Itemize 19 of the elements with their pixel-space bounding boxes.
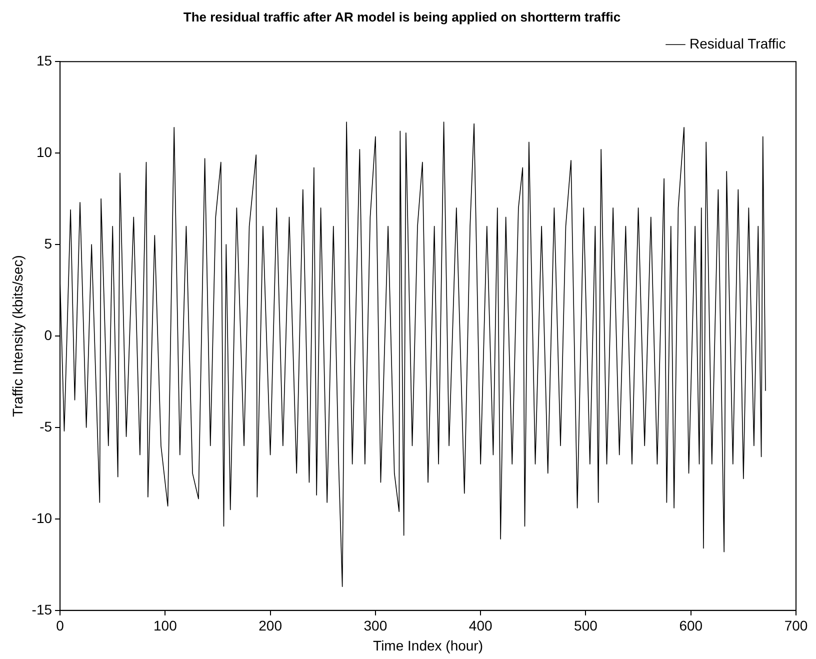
y-tick-label: 5: [44, 235, 52, 252]
x-tick-label: 500: [574, 618, 598, 634]
legend-label: Residual Traffic: [690, 35, 786, 52]
y-tick-label: -5: [40, 418, 52, 434]
x-tick-label: 0: [56, 618, 64, 634]
x-tick-label: 400: [468, 618, 492, 634]
x-tick-label: 100: [153, 618, 178, 634]
x-tick-label: 700: [784, 618, 808, 634]
x-tick-label: 200: [258, 618, 282, 634]
x-tick-label: 300: [364, 618, 388, 634]
x-tick-label: 600: [679, 618, 703, 634]
y-tick-label: -10: [32, 510, 52, 526]
y-tick-label: 15: [36, 52, 52, 68]
y-axis-title: Traffic Intensity (kbits/sec): [9, 255, 26, 417]
x-axis-title: Time Index (hour): [373, 637, 483, 654]
y-tick-label: -15: [32, 601, 52, 618]
y-tick-label: 0: [44, 326, 52, 343]
y-tick-label: 10: [36, 144, 52, 160]
chart-title: The residual traffic after AR model is being applied on shortterm traffic: [183, 9, 621, 24]
